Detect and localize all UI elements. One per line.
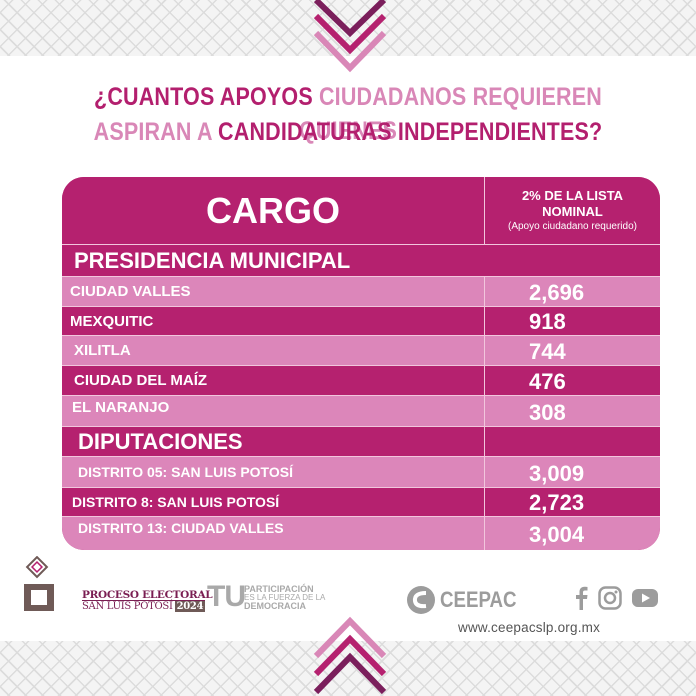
row-value: 744 xyxy=(484,336,660,365)
proceso-line2: SAN LUIS POTOSÍ 2024 xyxy=(82,600,206,612)
social-links xyxy=(574,586,658,610)
section-presidencia: PRESIDENCIA MUNICIPAL xyxy=(62,244,660,276)
ceepac-name: CEEPAC xyxy=(440,587,517,612)
title-dark-2: CANDIDATURAS INDEPENDIENTES? xyxy=(218,118,603,146)
section-diputaciones: DIPUTACIONES xyxy=(62,426,660,456)
title-light-1: CIUDADANOS REQUIEREN QUIENES xyxy=(299,83,602,145)
section-label: DIPUTACIONES xyxy=(78,428,243,454)
row-name: MEXQUITIC xyxy=(70,312,154,330)
bottom-chevrons-icon xyxy=(313,616,387,695)
proceso-logo-icon xyxy=(24,556,54,611)
ceepac-emblem-icon xyxy=(407,586,435,614)
header-cargo: CARGO xyxy=(206,189,340,231)
top-chevrons-icon xyxy=(313,0,387,73)
row-name: CIUDAD VALLES xyxy=(70,283,191,300)
row-name: CIUDAD DEL MAÍZ xyxy=(74,372,208,389)
support-requirements-table: CARGO 2% DE LA LISTA NOMINAL (Apoyo ciud… xyxy=(62,177,660,550)
row-name: XILITLA xyxy=(74,342,131,359)
header-percent-line2: NOMINAL xyxy=(542,204,603,219)
table-row: DISTRITO 8: SAN LUIS POTOSÍ 2,723 xyxy=(62,487,660,516)
title-line-2: ASPIRAN A CANDIDATURAS INDEPENDIENTES? xyxy=(49,115,648,149)
table-row: DISTRITO 13: CIUDAD VALLES 3,004 xyxy=(62,516,660,550)
tu-line2: ES LA FUERZA DE LA xyxy=(244,593,326,602)
title-light-2: ASPIRAN A xyxy=(93,118,212,146)
section-label: PRESIDENCIA MUNICIPAL xyxy=(74,247,351,273)
website-link[interactable]: www.ceepacslp.org.mx xyxy=(458,620,601,635)
row-value: 2,696 xyxy=(484,277,660,306)
row-name: EL NARANJO xyxy=(72,399,170,416)
proceso-year: 2024 xyxy=(174,601,206,612)
header-percent-note: (Apoyo ciudadano requerido) xyxy=(508,221,637,232)
row-value: 3,004 xyxy=(484,517,660,550)
proceso-state: SAN LUIS POTOSÍ xyxy=(82,601,173,612)
row-value: 2,723 xyxy=(484,488,660,516)
proceso-line1: PROCESO ELECTORAL xyxy=(82,589,213,601)
table-row: CIUDAD VALLES 2,696 xyxy=(62,276,660,306)
empty-cell xyxy=(484,427,660,456)
table-row: CIUDAD DEL MAÍZ 476 xyxy=(62,365,660,395)
table-row: DISTRITO 05: SAN LUIS POTOSÍ 3,009 xyxy=(62,456,660,487)
tu-big-text: TU xyxy=(207,580,246,613)
row-value: 308 xyxy=(484,396,660,426)
title-line-1: ¿CUANTOS APOYOS CIUDADANOS REQUIEREN QUI… xyxy=(49,80,648,148)
row-value: 918 xyxy=(484,307,660,335)
title-dark-1: ¿CUANTOS APOYOS xyxy=(94,83,313,111)
tu-line1: PARTICIPACIÓN xyxy=(244,584,314,594)
header-percent-line1: 2% DE LA LISTA xyxy=(521,188,624,203)
tu-line3: DEMOCRACIA xyxy=(244,601,306,611)
row-value: 476 xyxy=(484,366,660,395)
row-name: DISTRITO 13: CIUDAD VALLES xyxy=(78,520,284,536)
table-row: EL NARANJO 308 xyxy=(62,395,660,426)
facebook-icon[interactable] xyxy=(574,586,588,610)
youtube-icon[interactable] xyxy=(632,588,658,608)
table-row: MEXQUITIC 918 xyxy=(62,306,660,335)
bottom-pattern-band xyxy=(0,641,696,696)
table-header: CARGO 2% DE LA LISTA NOMINAL (Apoyo ciud… xyxy=(62,177,660,244)
table-row: XILITLA 744 xyxy=(62,335,660,365)
row-name: DISTRITO 8: SAN LUIS POTOSÍ xyxy=(72,494,280,510)
row-value: 3,009 xyxy=(484,457,660,487)
row-name: DISTRITO 05: SAN LUIS POTOSÍ xyxy=(78,464,293,480)
instagram-icon[interactable] xyxy=(598,586,622,610)
header-percentage: 2% DE LA LISTA NOMINAL (Apoyo ciudadano … xyxy=(484,177,660,244)
